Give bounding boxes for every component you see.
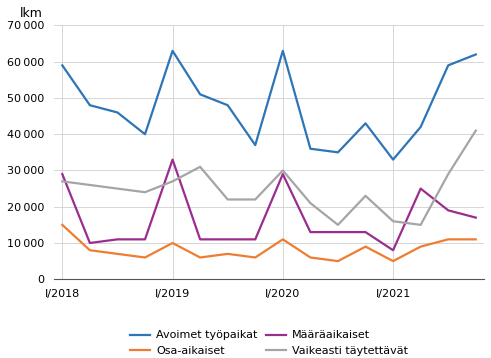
Vaikeasti täytettävät	[390, 219, 396, 223]
Vaikeasti täytettävät	[445, 172, 451, 176]
Vaikeasti täytettävät	[59, 179, 65, 184]
Vaikeasti täytettävät	[252, 197, 258, 202]
Vaikeasti täytettävät	[473, 129, 479, 133]
Osa-aikaiset	[87, 248, 93, 252]
Osa-aikaiset	[307, 255, 313, 260]
Line: Osa-aikaiset: Osa-aikaiset	[62, 225, 476, 261]
Avoimet työpaikat	[418, 125, 424, 129]
Avoimet työpaikat	[307, 146, 313, 151]
Osa-aikaiset	[252, 255, 258, 260]
Määräaikaiset	[390, 248, 396, 252]
Vaikeasti täytettävät	[307, 201, 313, 205]
Vaikeasti täytettävät	[87, 183, 93, 187]
Määräaikaiset	[252, 237, 258, 242]
Osa-aikaiset	[390, 259, 396, 263]
Line: Määräaikaiset: Määräaikaiset	[62, 160, 476, 250]
Avoimet työpaikat	[169, 49, 175, 53]
Vaikeasti täytettävät	[169, 179, 175, 184]
Avoimet työpaikat	[335, 150, 341, 155]
Määräaikaiset	[280, 172, 286, 176]
Avoimet työpaikat	[59, 63, 65, 68]
Osa-aikaiset	[225, 252, 231, 256]
Avoimet työpaikat	[252, 143, 258, 147]
Osa-aikaiset	[473, 237, 479, 242]
Line: Avoimet työpaikat: Avoimet työpaikat	[62, 51, 476, 160]
Vaikeasti täytettävät	[197, 165, 203, 169]
Vaikeasti täytettävät	[225, 197, 231, 202]
Vaikeasti täytettävät	[362, 194, 368, 198]
Määräaikaiset	[197, 237, 203, 242]
Vaikeasti täytettävät	[280, 168, 286, 173]
Osa-aikaiset	[362, 245, 368, 249]
Vaikeasti täytettävät	[142, 190, 148, 194]
Osa-aikaiset	[418, 245, 424, 249]
Avoimet työpaikat	[197, 92, 203, 97]
Osa-aikaiset	[114, 252, 120, 256]
Avoimet työpaikat	[114, 110, 120, 115]
Osa-aikaiset	[280, 237, 286, 242]
Vaikeasti täytettävät	[114, 187, 120, 191]
Määräaikaiset	[59, 172, 65, 176]
Osa-aikaiset	[197, 255, 203, 260]
Määräaikaiset	[473, 216, 479, 220]
Avoimet työpaikat	[390, 158, 396, 162]
Määräaikaiset	[445, 208, 451, 213]
Osa-aikaiset	[59, 223, 65, 227]
Text: lkm: lkm	[20, 8, 43, 20]
Osa-aikaiset	[445, 237, 451, 242]
Vaikeasti täytettävät	[335, 223, 341, 227]
Avoimet työpaikat	[225, 103, 231, 107]
Avoimet työpaikat	[280, 49, 286, 53]
Legend: Avoimet työpaikat, Osa-aikaiset, Määräaikaiset, Vaikeasti täytettävät: Avoimet työpaikat, Osa-aikaiset, Määräai…	[131, 330, 408, 356]
Vaikeasti täytettävät	[418, 223, 424, 227]
Osa-aikaiset	[335, 259, 341, 263]
Avoimet työpaikat	[445, 63, 451, 68]
Avoimet työpaikat	[87, 103, 93, 107]
Määräaikaiset	[362, 230, 368, 234]
Määräaikaiset	[335, 230, 341, 234]
Määräaikaiset	[114, 237, 120, 242]
Osa-aikaiset	[142, 255, 148, 260]
Line: Vaikeasti täytettävät: Vaikeasti täytettävät	[62, 131, 476, 225]
Avoimet työpaikat	[362, 121, 368, 126]
Määräaikaiset	[307, 230, 313, 234]
Osa-aikaiset	[169, 241, 175, 245]
Avoimet työpaikat	[473, 52, 479, 57]
Määräaikaiset	[418, 187, 424, 191]
Määräaikaiset	[225, 237, 231, 242]
Määräaikaiset	[142, 237, 148, 242]
Avoimet työpaikat	[142, 132, 148, 136]
Määräaikaiset	[87, 241, 93, 245]
Määräaikaiset	[169, 158, 175, 162]
